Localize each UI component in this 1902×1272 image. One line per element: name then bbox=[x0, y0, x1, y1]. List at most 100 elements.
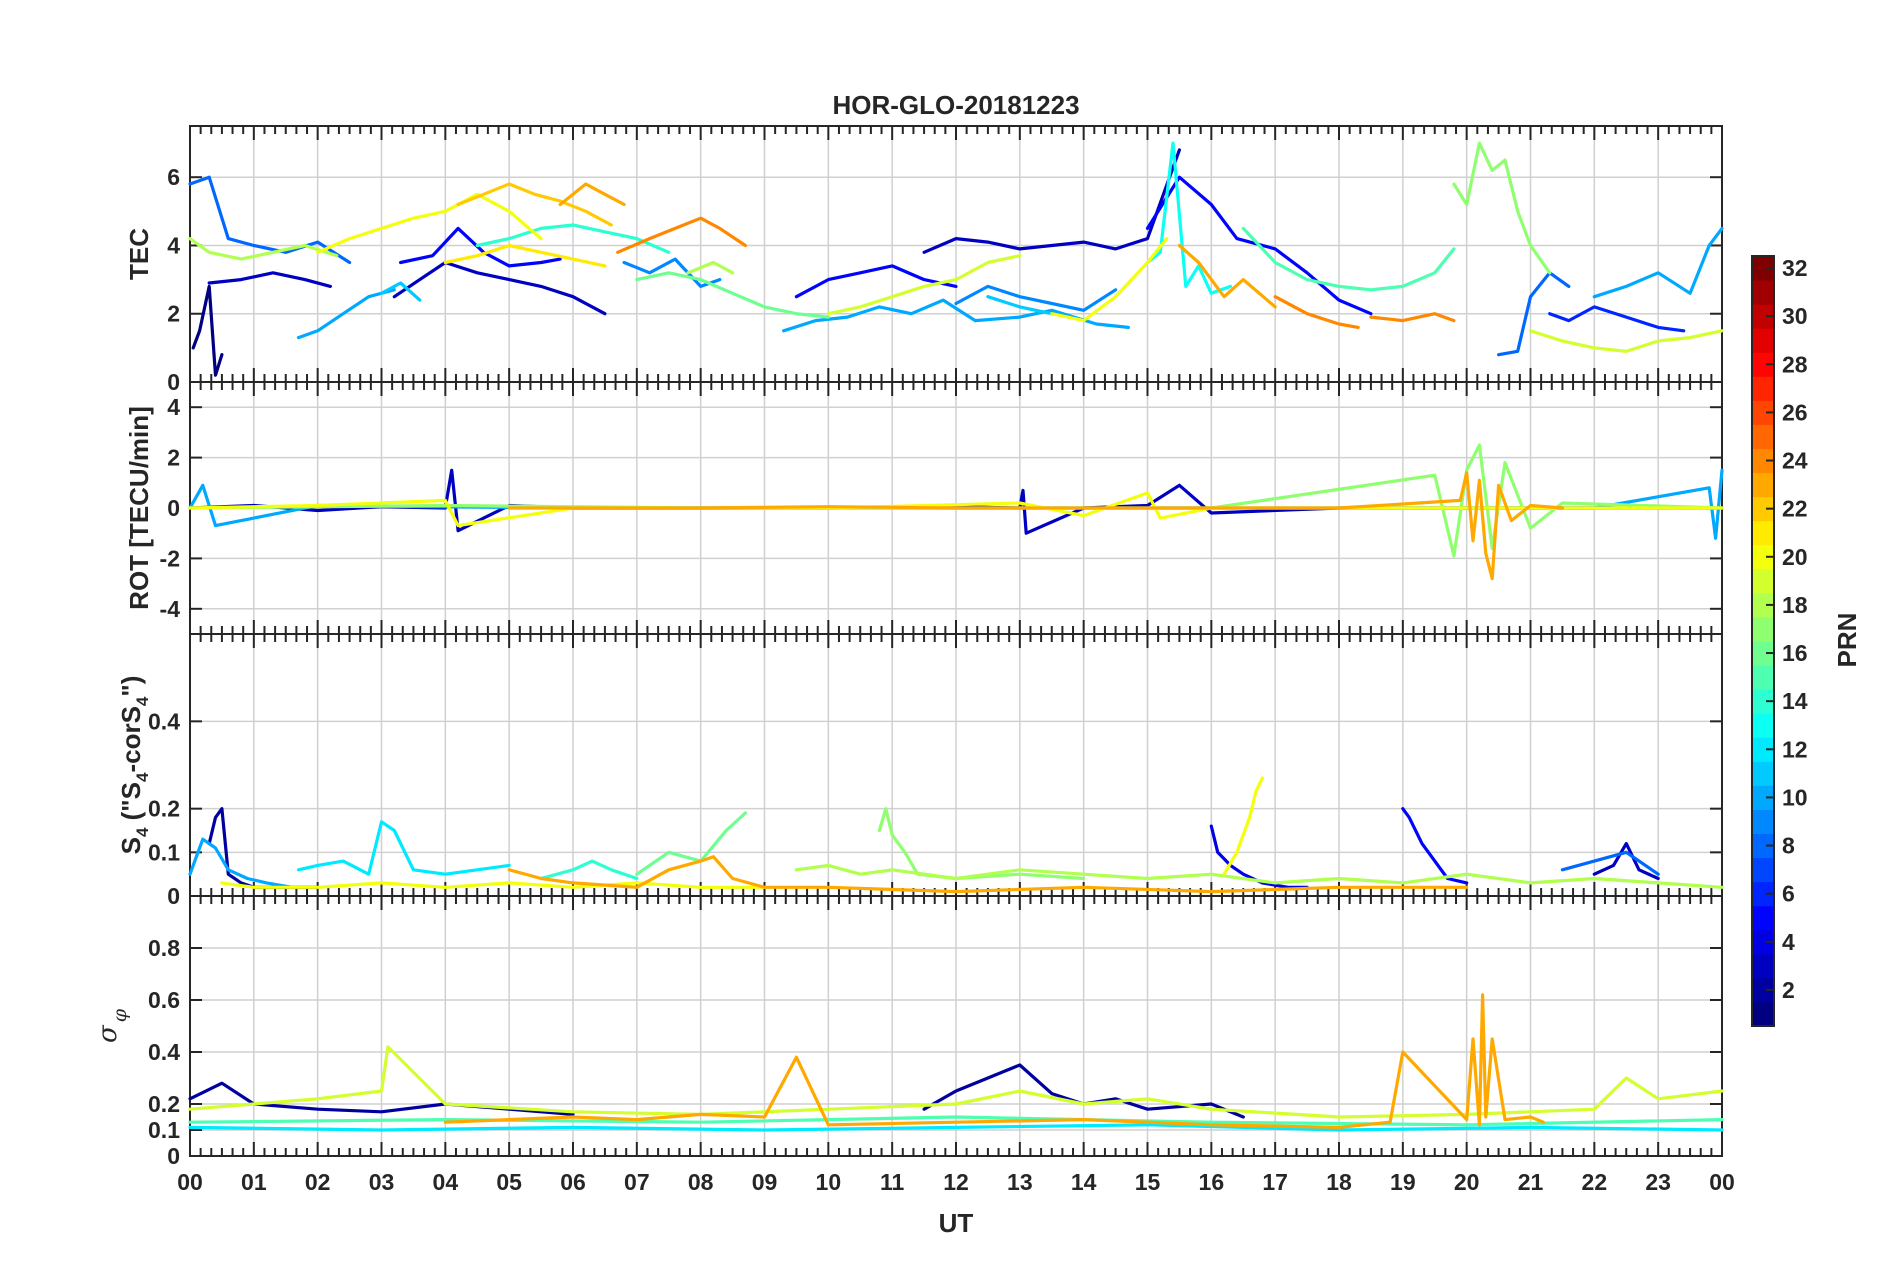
series-prn-12 bbox=[188, 1123, 1724, 1132]
colorbar-tick-label: 24 bbox=[1782, 448, 1808, 474]
panel-tec-yticks: 0 2 4 6 bbox=[167, 164, 180, 395]
colorbar-tick-label: 20 bbox=[1782, 544, 1808, 570]
colorbar-tick-label: 8 bbox=[1782, 833, 1795, 859]
series-prn-19 bbox=[188, 1045, 1724, 1119]
x-tick-label: 00 bbox=[1709, 1169, 1735, 1195]
colorbar-swatch bbox=[1752, 641, 1774, 666]
x-tick-label: 21 bbox=[1518, 1169, 1544, 1195]
colorbar-swatch bbox=[1752, 568, 1774, 594]
colorbar-tick-label: 12 bbox=[1782, 736, 1808, 762]
series-prn-17 bbox=[877, 807, 1086, 881]
colorbar-swatch bbox=[1752, 496, 1774, 522]
y-tick-label: 0 bbox=[167, 495, 180, 521]
series-prn-10 bbox=[1592, 226, 1724, 299]
x-axis: 00 01 02 03 04 05 06 07 08 09 10 11 12 13 14 15 16 17 18 19… bbox=[177, 1169, 1735, 1238]
colorbar-swatch bbox=[1752, 737, 1774, 762]
series-prn-24 bbox=[616, 216, 748, 254]
series-prn-5 bbox=[1401, 807, 1469, 885]
sigma-symbol: σ bbox=[93, 1024, 123, 1043]
panel-s4-series bbox=[188, 776, 1724, 894]
x-tick-label: 06 bbox=[560, 1169, 586, 1195]
x-tick-label: 10 bbox=[816, 1169, 842, 1195]
series-prn-20 bbox=[1222, 776, 1265, 876]
y-tick-label: 0.4 bbox=[148, 708, 180, 734]
x-tick-label: 09 bbox=[752, 1169, 778, 1195]
series-prn-19 bbox=[826, 254, 1022, 316]
colorbar-swatch bbox=[1752, 328, 1774, 353]
x-tick-label: 23 bbox=[1645, 1169, 1671, 1195]
series-prn-11 bbox=[379, 281, 422, 302]
s4-label-part: ") bbox=[116, 676, 146, 697]
x-tick-label: 12 bbox=[943, 1169, 969, 1195]
colorbar-swatch bbox=[1752, 616, 1774, 642]
panel-sigma-phi-yticks: 00.10.2 0.4 0.6 0.8 bbox=[148, 935, 180, 1169]
panel-s4-grid bbox=[189, 634, 1723, 897]
series-prn-22 bbox=[456, 182, 613, 227]
series-prn-18 bbox=[686, 260, 735, 275]
s4-label-part: S bbox=[116, 837, 146, 854]
x-tick-label: 03 bbox=[369, 1169, 395, 1195]
series-prn-23 bbox=[558, 182, 626, 207]
series-prn-11 bbox=[986, 295, 1054, 316]
series-prn-5 bbox=[794, 264, 958, 299]
series-prn-9 bbox=[954, 284, 1118, 312]
x-tick-label: 01 bbox=[241, 1169, 267, 1195]
series-prn-21 bbox=[443, 243, 607, 268]
series-prn-12 bbox=[296, 820, 511, 876]
colorbar-swatch bbox=[1752, 544, 1774, 570]
series-prn-10 bbox=[296, 288, 396, 340]
s4-label-sub: 4 bbox=[133, 696, 152, 706]
colorbar-swatch bbox=[1752, 929, 1774, 955]
s4-label-sub: 4 bbox=[133, 827, 152, 837]
series-prn-24 bbox=[1273, 295, 1360, 329]
s4-label-part: ("S bbox=[116, 782, 146, 828]
colorbar-tick-label: 2 bbox=[1782, 977, 1795, 1003]
y-tick-label: 0 bbox=[167, 1143, 180, 1169]
colorbar-swatch bbox=[1752, 713, 1774, 738]
colorbar-tick-label: 22 bbox=[1782, 496, 1808, 522]
colorbar-swatch bbox=[1752, 592, 1774, 618]
series-prn-23 bbox=[507, 471, 1565, 581]
x-tick-label: 11 bbox=[880, 1169, 905, 1195]
series-prn-23 bbox=[443, 993, 1545, 1130]
colorbar-swatch bbox=[1752, 977, 1774, 1003]
series-prn-4 bbox=[1209, 824, 1309, 889]
panel-sigma-phi-ylabel: σφ bbox=[93, 1008, 131, 1043]
series-prn-23 bbox=[507, 855, 1469, 894]
y-tick-label: 0.8 bbox=[148, 935, 180, 961]
colorbar-swatch bbox=[1752, 424, 1774, 449]
panel-rot-ylabel: ROT [TECU/min] bbox=[124, 406, 154, 610]
y-tick-label: 4 bbox=[167, 232, 180, 258]
colorbar-swatch bbox=[1752, 448, 1774, 474]
colorbar-tick-label: 32 bbox=[1782, 255, 1808, 281]
colorbar-tick-label: 30 bbox=[1782, 303, 1808, 329]
series-prn-16 bbox=[635, 271, 830, 319]
series-prn-14 bbox=[539, 859, 639, 881]
series-prn-20 bbox=[1050, 237, 1169, 323]
y-tick-label: 2 bbox=[167, 301, 180, 327]
x-tick-label: 20 bbox=[1454, 1169, 1480, 1195]
s4-label-part: -corS bbox=[116, 706, 146, 772]
x-tick-label: 04 bbox=[433, 1169, 459, 1195]
series-prn-10 bbox=[781, 298, 1130, 333]
panel-tec-series bbox=[188, 141, 1724, 377]
colorbar-swatch bbox=[1752, 520, 1774, 546]
series-prn-20 bbox=[316, 192, 543, 254]
x-tick-label: 13 bbox=[1007, 1169, 1033, 1195]
panel-sigma-phi-series bbox=[188, 993, 1724, 1132]
y-tick-label: 2 bbox=[167, 445, 180, 471]
series-prn-13 bbox=[1145, 141, 1233, 295]
colorbar-label: PRN bbox=[1832, 613, 1862, 668]
colorbar-swatch bbox=[1752, 689, 1774, 714]
colorbar-swatch bbox=[1752, 905, 1774, 931]
x-tick-label: 15 bbox=[1135, 1169, 1161, 1195]
series-prn-19 bbox=[1528, 329, 1724, 353]
panel-s4: 00.10.20.4 S4 ("S4-corS4") bbox=[116, 633, 1724, 909]
x-tick-label: 07 bbox=[624, 1169, 650, 1195]
colorbar-swatch bbox=[1752, 881, 1774, 907]
panel-rot-yticks: -4 -2 0 2 4 bbox=[160, 394, 181, 622]
x-tick-label: 18 bbox=[1326, 1169, 1352, 1195]
